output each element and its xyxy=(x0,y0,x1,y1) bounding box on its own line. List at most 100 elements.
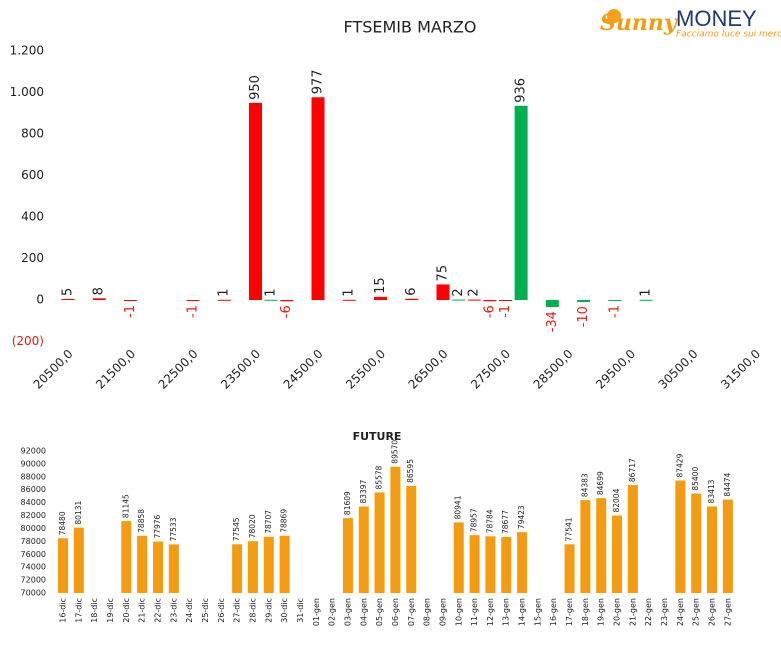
value-label: 82004 xyxy=(612,488,621,512)
value-label: 15 xyxy=(373,277,388,294)
x-tick-label: 21-dic xyxy=(138,598,147,623)
bar xyxy=(280,300,294,302)
value-label: 8 xyxy=(92,287,107,295)
y-tick-label: 86000 xyxy=(21,485,46,494)
value-label: 81609 xyxy=(343,491,352,515)
bar xyxy=(608,300,622,301)
value-label: 86717 xyxy=(628,458,637,482)
x-tick-label: 31-dic xyxy=(296,598,305,623)
value-label: 86595 xyxy=(406,459,415,483)
x-tick-label: 08-gen xyxy=(423,598,432,626)
value-label: 84383 xyxy=(580,473,589,497)
x-tick-label: 27-dic xyxy=(233,598,242,623)
x-tick-label: 20500,0 xyxy=(31,347,76,392)
value-label: 84699 xyxy=(596,471,605,495)
value-label: -1 xyxy=(607,305,622,318)
x-tick-label: 20-gen xyxy=(613,598,622,626)
chart-title: FTSEMIB MARZO xyxy=(344,18,477,37)
bar xyxy=(691,493,702,593)
x-tick-label: 01-gen xyxy=(312,598,321,626)
value-label: 1 xyxy=(639,289,654,297)
bar xyxy=(639,299,653,301)
bar xyxy=(483,300,497,302)
x-tick-label: 23500,0 xyxy=(218,347,263,392)
value-label: 977 xyxy=(311,69,326,94)
value-label: -34 xyxy=(545,311,560,332)
bar xyxy=(279,535,290,593)
x-tick-label: 27500,0 xyxy=(468,347,513,392)
x-tick-label: 22-gen xyxy=(644,598,653,626)
bar xyxy=(124,300,137,301)
value-label: 78957 xyxy=(470,508,479,532)
y-tick-label: 72000 xyxy=(21,576,46,585)
x-tick-label: 10-gen xyxy=(454,598,463,626)
bar xyxy=(406,485,417,593)
bar xyxy=(707,506,718,593)
x-tick-label: 31500,0 xyxy=(718,347,763,392)
y-tick-label: (200) xyxy=(12,334,44,348)
chart-title: FUTURE xyxy=(353,430,402,443)
value-label: 6 xyxy=(404,287,419,295)
x-tick-label: 26-gen xyxy=(708,598,717,626)
value-label: 5 xyxy=(61,288,76,296)
bar xyxy=(675,480,686,593)
x-tick-label: 30-dic xyxy=(280,598,289,623)
value-label: 950 xyxy=(248,75,263,100)
bar xyxy=(121,521,132,593)
bar xyxy=(722,499,733,593)
value-label: -1 xyxy=(498,305,513,318)
bar xyxy=(374,492,385,593)
x-tick-label: 21-gen xyxy=(628,598,637,626)
bar xyxy=(186,300,200,301)
bar xyxy=(374,296,387,300)
x-tick-label: 22500,0 xyxy=(156,347,201,392)
x-tick-label: 21500,0 xyxy=(93,347,138,392)
y-tick-label: 0 xyxy=(36,293,44,307)
value-label: -6 xyxy=(279,305,294,318)
bar xyxy=(61,298,75,300)
x-tick-label: 22-dic xyxy=(153,598,162,623)
x-tick-label: 16-dic xyxy=(59,598,68,623)
x-tick-label: 17-gen xyxy=(565,598,574,626)
x-tick-label: 19-gen xyxy=(597,598,606,626)
y-tick-label: 600 xyxy=(21,168,44,182)
logo-brand: Sunny xyxy=(600,10,679,36)
bar xyxy=(580,500,591,593)
value-label: -10 xyxy=(576,306,591,327)
x-tick-label: 24-gen xyxy=(676,598,685,626)
value-label: -6 xyxy=(482,305,497,318)
value-label: 1 xyxy=(342,289,357,297)
bar xyxy=(564,544,575,593)
bar xyxy=(249,102,262,300)
value-label: 77541 xyxy=(565,517,574,541)
bar xyxy=(514,105,528,300)
value-label: 84474 xyxy=(723,472,732,496)
x-tick-label: 23-gen xyxy=(660,598,669,626)
bar xyxy=(577,300,591,303)
value-label: 1 xyxy=(264,289,279,297)
x-tick-label: 06-gen xyxy=(391,598,400,626)
value-label: 2 xyxy=(467,288,482,296)
x-tick-label: 11-gen xyxy=(470,598,479,626)
x-tick-label: 13-gen xyxy=(502,598,511,626)
bar xyxy=(342,299,356,301)
value-label: 78020 xyxy=(248,514,257,538)
y-tick-label: 70000 xyxy=(21,589,46,598)
bar xyxy=(247,541,258,593)
y-tick-label: 1.200 xyxy=(10,44,44,58)
bar xyxy=(92,298,106,300)
bar xyxy=(627,485,638,593)
bar xyxy=(232,544,243,593)
bar xyxy=(168,544,179,593)
x-tick-label: 29500,0 xyxy=(593,347,638,392)
x-tick-label: 24-dic xyxy=(185,598,194,623)
bar xyxy=(452,299,466,301)
y-tick-label: 400 xyxy=(21,210,44,224)
value-label: 2 xyxy=(451,288,466,296)
y-tick-label: 92000 xyxy=(21,447,46,456)
value-label: -1 xyxy=(123,305,138,318)
value-label: 83397 xyxy=(359,479,368,503)
logo-name: MONEY xyxy=(676,6,757,31)
bar xyxy=(342,518,353,593)
